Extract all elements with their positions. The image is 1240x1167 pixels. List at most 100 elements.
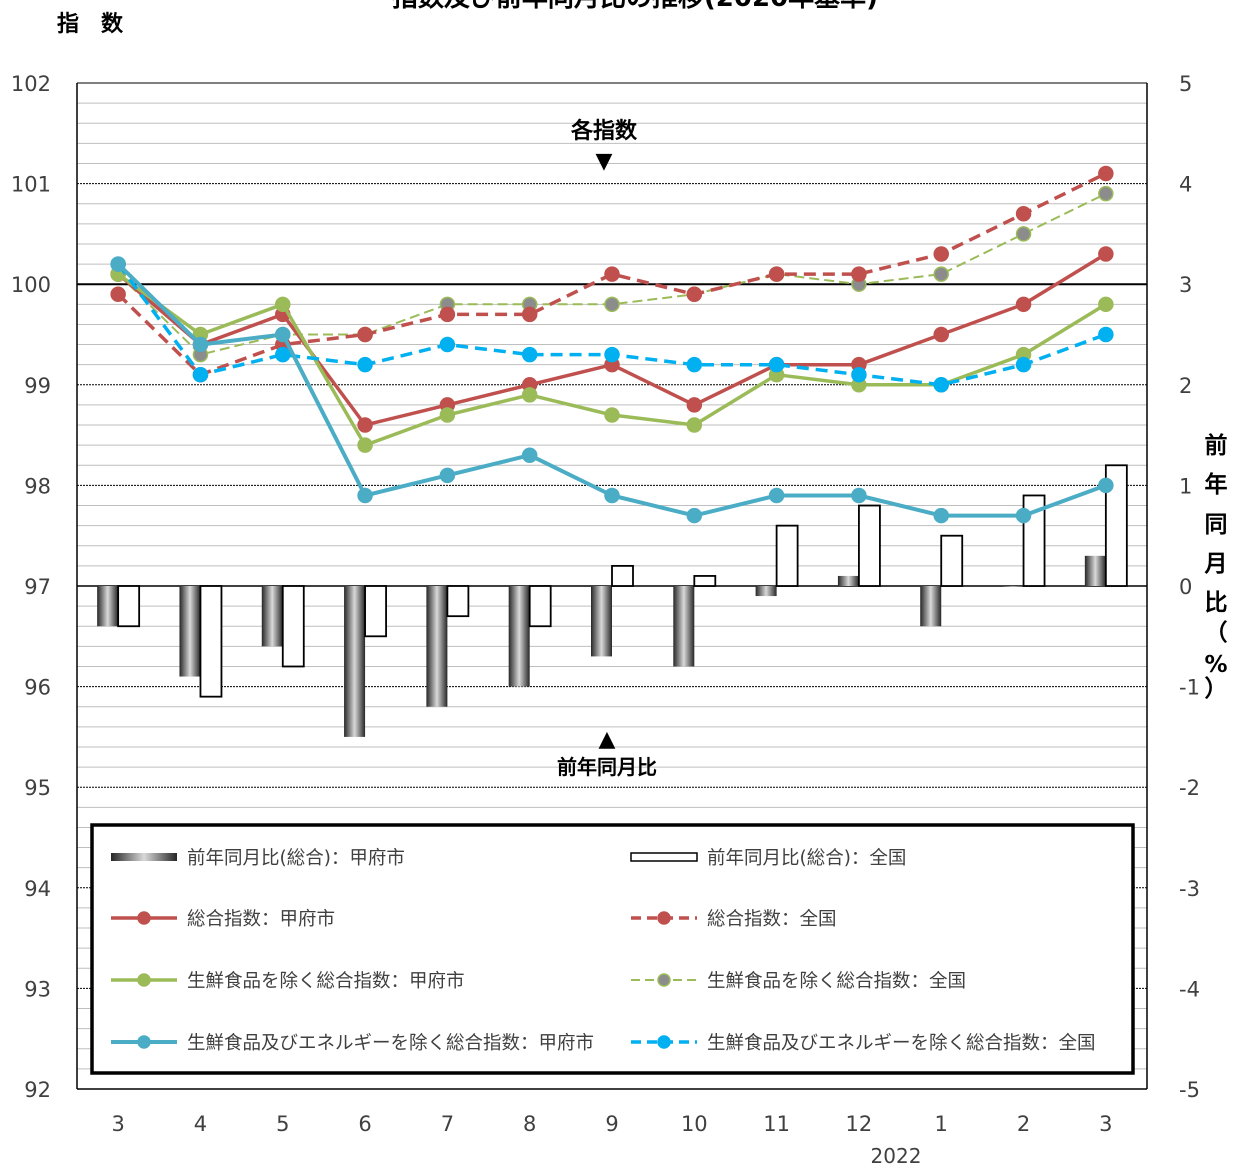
point-kofu-total (933, 326, 949, 343)
point-nat-core2 (768, 356, 785, 373)
legend-box (90, 823, 1135, 1075)
point-kofu-core2 (1098, 477, 1114, 494)
point-kofu-core2 (275, 326, 291, 343)
bar-national-yoy (364, 585, 387, 638)
point-nat-total (439, 306, 456, 323)
point-kofu-core2 (521, 447, 538, 463)
axes-layer: 9293949596979899100101102-5-4-3-2-101234… (11, 72, 1200, 1136)
point-nat-total (110, 286, 126, 303)
point-kofu-total (686, 397, 703, 413)
legend-label: 総合指数：甲府市 (187, 909, 335, 930)
point-nat-total (933, 246, 949, 262)
y-right-tick-label: -1 (1179, 676, 1200, 700)
legend-swatch-kofu-yoy (111, 853, 177, 861)
x-tick-label: 8 (523, 1112, 536, 1136)
y-right-tick-label: -3 (1179, 877, 1200, 901)
point-kofu-core2 (110, 256, 126, 272)
y-right-tick-label: 1 (1179, 474, 1192, 498)
point-kofu-total (357, 417, 373, 433)
y-right-tick-label: 0 (1179, 575, 1192, 599)
y-right-tick-label: -4 (1179, 977, 1200, 1001)
annotation-marker-up: ▲ (599, 727, 616, 752)
annotation-indices: 各指数 (570, 118, 638, 144)
point-nat-core2 (521, 346, 538, 363)
point-kofu-core2 (192, 336, 209, 353)
point-nat-total (768, 266, 785, 282)
year-label: 2022 (871, 1144, 922, 1167)
bar-kofu-yoy (97, 586, 119, 627)
point-kofu-core (686, 417, 703, 433)
y-right-tick-label: 3 (1179, 273, 1192, 297)
x-tick-label: 9 (605, 1112, 618, 1136)
bar-kofu-yoy (344, 586, 366, 737)
bar-kofu-yoy (920, 586, 942, 627)
y-left-tick-label: 95 (24, 776, 51, 800)
x-tick-label: 7 (441, 1112, 454, 1136)
y-right-tick-label: 4 (1179, 173, 1192, 197)
point-nat-total (604, 266, 620, 282)
y-left-tick-label: 102 (11, 72, 51, 96)
right-axis-title-char: 前 (1205, 432, 1228, 459)
y-left-tick-label: 98 (24, 474, 51, 498)
point-nat-core2 (604, 346, 620, 363)
y-right-tick-label: -2 (1179, 776, 1200, 800)
legend-swatch-marker-nat-core2 (657, 1035, 671, 1049)
point-kofu-core (604, 407, 620, 423)
right-axis-title-char: ） (1205, 675, 1228, 702)
point-nat-total (521, 306, 538, 323)
bar-national-yoy (281, 585, 305, 668)
point-kofu-total (1098, 246, 1114, 262)
point-nat-core2 (1098, 326, 1114, 343)
bar-kofu-yoy (179, 586, 201, 677)
x-tick-label: 5 (276, 1112, 289, 1136)
y-left-tick-label: 97 (24, 575, 51, 599)
bar-kofu-yoy (755, 586, 777, 597)
bar-national-yoy (446, 585, 470, 618)
point-nat-core2 (192, 366, 209, 383)
point-nat-core (604, 296, 620, 313)
point-nat-core (1098, 185, 1114, 202)
legend-swatch-national-yoy (630, 852, 698, 862)
y-left-tick-label: 99 (24, 374, 51, 398)
point-nat-total (357, 326, 373, 343)
right-axis-title-char: 年 (1205, 471, 1228, 498)
point-kofu-core2 (439, 467, 456, 484)
legend-label: 総合指数：全国 (707, 909, 837, 930)
bar-kofu-yoy (837, 575, 859, 586)
annotation-yoy: 前年同月比 (557, 755, 657, 779)
y-left-tick-label: 100 (11, 273, 51, 297)
legend-label: 生鮮食品及びエネルギーを除く総合指数：甲府市 (187, 1033, 594, 1054)
legend-swatch-marker-nat-core (657, 973, 671, 987)
x-tick-label: 3 (111, 1112, 124, 1136)
point-kofu-core (439, 407, 456, 423)
point-nat-core2 (933, 377, 949, 393)
y-right-tick-label: 5 (1179, 72, 1192, 96)
y-right-tick-label: -5 (1179, 1078, 1200, 1102)
point-kofu-total (1015, 296, 1032, 313)
point-nat-core2 (1015, 356, 1032, 373)
legend-label: 前年同月比(総合)：全国 (707, 848, 906, 869)
point-nat-core2 (851, 366, 867, 383)
point-kofu-core2 (851, 487, 867, 504)
right-axis-title-char: % (1204, 652, 1227, 678)
bar-kofu-yoy (426, 586, 448, 707)
point-kofu-core (521, 387, 538, 403)
bar-national-yoy (1104, 464, 1128, 587)
point-nat-total (1098, 165, 1114, 182)
legend-swatch-marker-kofu-core (137, 973, 151, 987)
point-kofu-core2 (357, 487, 373, 504)
point-nat-core (933, 266, 949, 282)
right-axis-title-char: 同 (1205, 512, 1228, 538)
point-kofu-core (357, 437, 373, 453)
bar-kofu-yoy (591, 586, 612, 657)
point-kofu-core2 (604, 487, 620, 504)
x-tick-label: 3 (1099, 1112, 1112, 1136)
point-nat-total (1015, 206, 1032, 222)
x-tick-label: 12 (846, 1112, 873, 1136)
point-kofu-core2 (686, 507, 703, 524)
right-axis-title-char: （ (1205, 619, 1228, 646)
bar-national-yoy (199, 585, 223, 698)
point-nat-core (1015, 226, 1032, 242)
